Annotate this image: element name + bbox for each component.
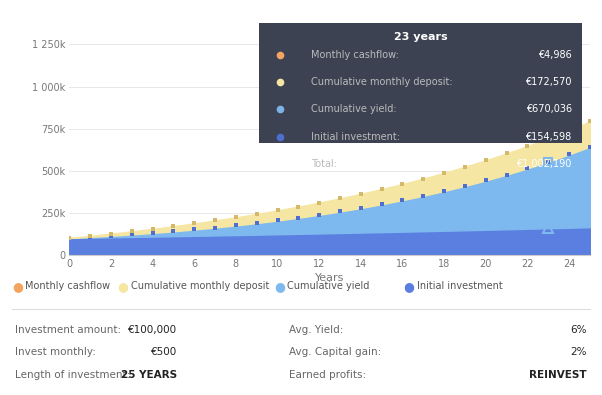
Text: €172,570: €172,570 xyxy=(525,77,572,87)
Text: Total:: Total: xyxy=(311,159,337,169)
Text: €4,986: €4,986 xyxy=(538,50,572,60)
Text: ●: ● xyxy=(403,280,414,293)
Text: Initial investment: Initial investment xyxy=(417,281,502,292)
Text: 23 years: 23 years xyxy=(394,32,447,42)
Text: 2%: 2% xyxy=(571,347,587,357)
X-axis label: Years: Years xyxy=(315,273,344,283)
Text: 25 YEARS: 25 YEARS xyxy=(122,370,178,380)
Text: €500: €500 xyxy=(151,347,178,357)
Text: 6%: 6% xyxy=(571,325,587,335)
Text: Cumulative yield: Cumulative yield xyxy=(287,281,370,292)
Text: Invest monthly:: Invest monthly: xyxy=(15,347,96,357)
Text: ●: ● xyxy=(274,280,285,293)
Text: Investment amount:: Investment amount: xyxy=(15,325,121,335)
Text: Monthly cashflow: Monthly cashflow xyxy=(25,281,110,292)
Text: Cumulative monthly deposit: Cumulative monthly deposit xyxy=(131,281,269,292)
Text: ●: ● xyxy=(117,280,128,293)
FancyBboxPatch shape xyxy=(259,23,582,143)
Text: Length of investment:: Length of investment: xyxy=(15,370,130,380)
Text: Cumulative yield:: Cumulative yield: xyxy=(311,104,397,115)
Text: Monthly cashflow:: Monthly cashflow: xyxy=(311,50,399,60)
Text: €670,036: €670,036 xyxy=(526,104,572,115)
Text: Avg. Capital gain:: Avg. Capital gain: xyxy=(289,347,381,357)
Text: Avg. Yield:: Avg. Yield: xyxy=(289,325,343,335)
Text: €1,002,190: €1,002,190 xyxy=(517,159,572,169)
Text: ●: ● xyxy=(12,280,23,293)
Text: €154,598: €154,598 xyxy=(526,132,572,142)
Text: €100,000: €100,000 xyxy=(128,325,178,335)
Text: Cumulative monthly deposit:: Cumulative monthly deposit: xyxy=(311,77,453,87)
Text: Initial investment:: Initial investment: xyxy=(311,132,400,142)
Text: REINVEST: REINVEST xyxy=(529,370,587,380)
Text: Earned profits:: Earned profits: xyxy=(289,370,366,380)
